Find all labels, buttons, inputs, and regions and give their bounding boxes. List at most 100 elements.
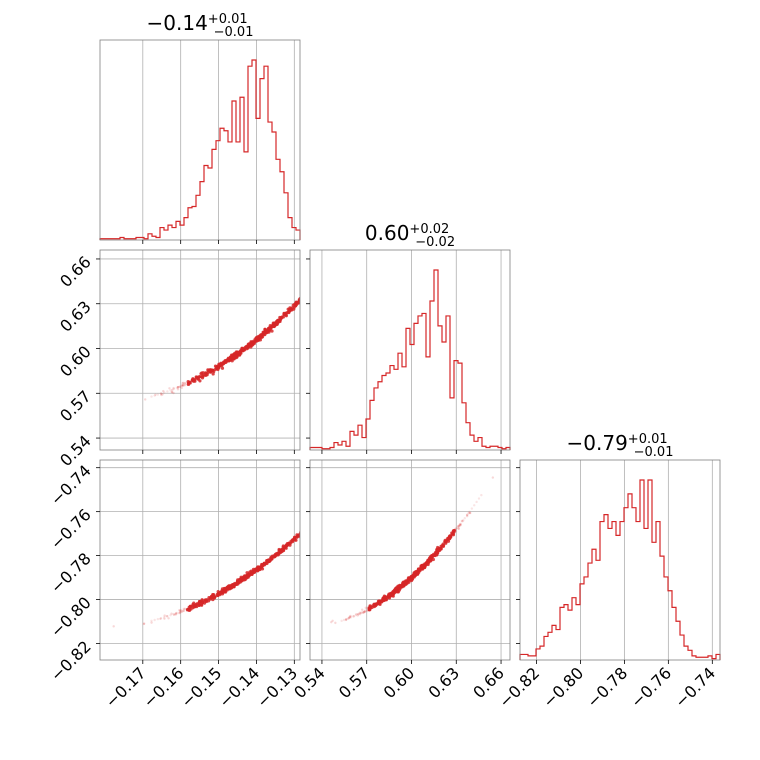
sample-point bbox=[241, 577, 245, 581]
tail-point bbox=[251, 341, 255, 344]
sample-point bbox=[221, 362, 226, 366]
sample-point bbox=[348, 615, 352, 618]
sample-point bbox=[170, 391, 174, 394]
sample-point bbox=[181, 383, 184, 387]
tail-point bbox=[318, 514, 320, 516]
tail-point bbox=[201, 601, 204, 604]
tail-point bbox=[315, 281, 317, 283]
sample-point bbox=[283, 545, 287, 550]
sample-point bbox=[304, 528, 306, 530]
tail-point bbox=[172, 387, 175, 391]
tail-point bbox=[409, 577, 412, 580]
sample-point bbox=[317, 279, 319, 281]
sample-point bbox=[150, 621, 153, 624]
sample-point bbox=[301, 297, 304, 300]
sample-point bbox=[197, 375, 201, 379]
x-tick-label: −0.17 bbox=[102, 663, 150, 711]
sample-point bbox=[172, 386, 175, 390]
tail-point bbox=[428, 559, 431, 562]
tail-point bbox=[264, 561, 267, 564]
tail-point bbox=[390, 592, 393, 596]
tail-point bbox=[454, 529, 457, 532]
tail-point bbox=[315, 517, 317, 519]
sample-point bbox=[178, 609, 181, 612]
tail-point bbox=[232, 583, 236, 586]
sample-point bbox=[232, 354, 237, 358]
sample-point bbox=[314, 516, 316, 518]
sample-point bbox=[327, 504, 329, 506]
sample-point bbox=[301, 530, 304, 533]
sample-point bbox=[272, 324, 276, 328]
sample-point bbox=[219, 363, 223, 367]
tail-point bbox=[274, 554, 277, 557]
sample-point bbox=[302, 295, 304, 297]
tail-point bbox=[416, 570, 419, 574]
title-median: −0.14 bbox=[147, 11, 208, 35]
sample-point bbox=[183, 607, 187, 611]
sample-point bbox=[176, 385, 180, 389]
tail-point bbox=[337, 256, 339, 258]
tail-point bbox=[216, 365, 220, 369]
tail-point bbox=[413, 573, 417, 576]
tail-point bbox=[267, 559, 271, 562]
sample-point bbox=[235, 351, 240, 355]
tail-point bbox=[449, 535, 452, 538]
tail-point bbox=[373, 603, 376, 607]
axis-tick-labels: 0.540.570.600.630.66−0.82−0.80−0.78−0.76… bbox=[47, 252, 719, 711]
sample-point bbox=[300, 530, 303, 533]
tail-point bbox=[296, 301, 299, 304]
parameter-title: 0.60+0.02 −0.02 bbox=[365, 221, 455, 250]
sample-point bbox=[313, 519, 315, 521]
tail-point bbox=[210, 596, 213, 599]
tail-point bbox=[163, 616, 166, 619]
sample-point bbox=[319, 276, 321, 278]
sample-point bbox=[180, 384, 184, 387]
tail-point bbox=[283, 313, 286, 317]
tail-point bbox=[465, 513, 469, 517]
tail-point bbox=[277, 551, 280, 554]
y-tick-label: 0.63 bbox=[56, 297, 95, 336]
tail-point bbox=[342, 618, 346, 622]
sample-point bbox=[401, 580, 406, 584]
tail-point bbox=[220, 363, 223, 367]
sample-point bbox=[355, 473, 357, 475]
tail-point bbox=[289, 540, 293, 544]
y-tick-label: −0.80 bbox=[47, 593, 95, 641]
sample-point bbox=[452, 529, 456, 533]
tail-point bbox=[169, 389, 172, 392]
tail-point bbox=[461, 520, 464, 523]
tail-point bbox=[375, 602, 379, 605]
tail-point bbox=[328, 504, 330, 506]
tail-point bbox=[226, 587, 229, 590]
tail-point bbox=[328, 267, 330, 269]
sample-point bbox=[180, 610, 183, 614]
sample-point bbox=[356, 614, 359, 617]
sample-point bbox=[456, 525, 460, 528]
histogram-step-line bbox=[519, 479, 721, 660]
sample-point bbox=[467, 512, 470, 515]
tail-point bbox=[364, 609, 367, 612]
sample-point bbox=[177, 611, 181, 615]
tail-point bbox=[337, 494, 339, 496]
tail-point bbox=[442, 543, 445, 546]
sample-point bbox=[351, 240, 353, 242]
sample-point bbox=[176, 386, 180, 389]
corner-panels bbox=[99, 39, 721, 661]
tail-point bbox=[352, 615, 355, 618]
tail-point bbox=[175, 611, 179, 615]
tail-point bbox=[354, 614, 358, 617]
tail-point bbox=[347, 617, 350, 620]
sample-point bbox=[357, 612, 360, 616]
tail-point bbox=[394, 589, 398, 592]
tail-point bbox=[430, 556, 433, 560]
tail-point bbox=[207, 371, 210, 374]
sample-point bbox=[325, 270, 327, 272]
sample-point bbox=[206, 599, 211, 603]
tail-point bbox=[368, 606, 372, 610]
sample-point bbox=[265, 330, 270, 334]
tail-point bbox=[411, 575, 414, 578]
sample-point bbox=[348, 616, 352, 619]
sample-point bbox=[296, 534, 300, 538]
sample-point bbox=[211, 593, 215, 597]
sample-points bbox=[112, 473, 357, 628]
